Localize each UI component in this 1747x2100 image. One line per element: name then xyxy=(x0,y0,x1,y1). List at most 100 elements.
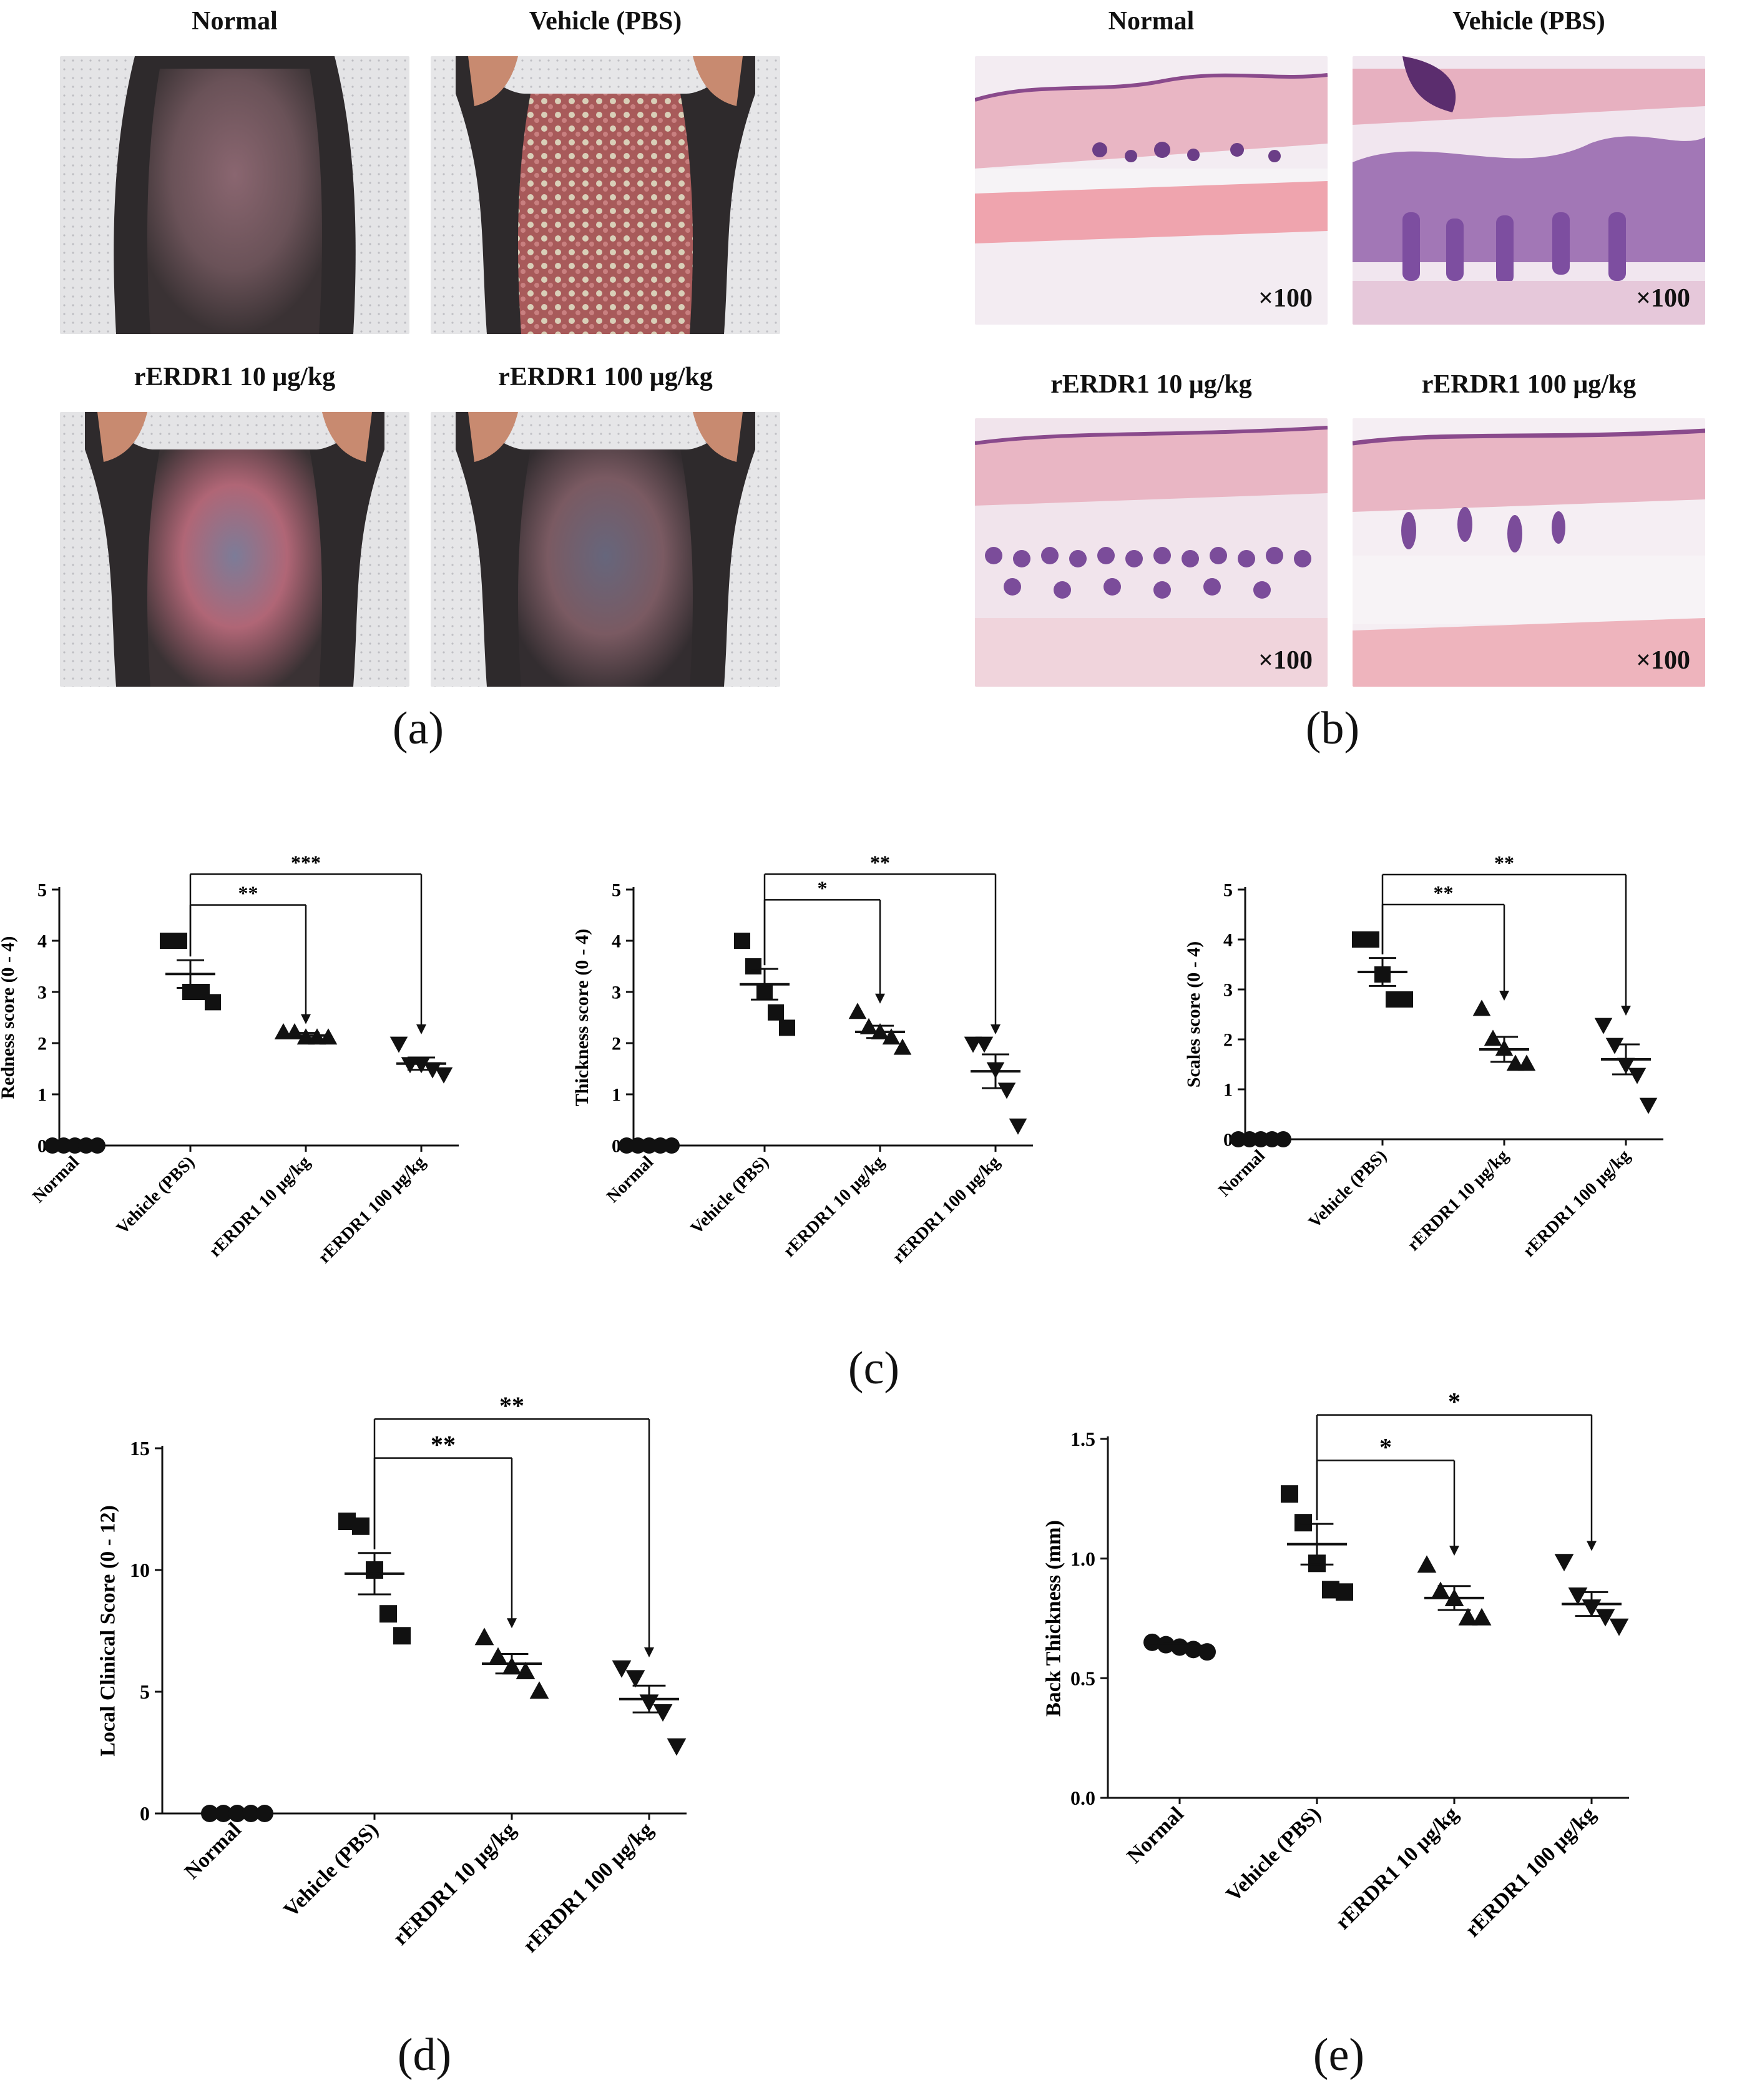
category-label: Normal xyxy=(1123,1802,1188,1868)
histo-title-vehicle: Vehicle (PBS) xyxy=(1452,7,1605,36)
data-point xyxy=(1472,999,1491,1016)
bracket-arrowhead xyxy=(1587,1541,1597,1551)
bracket-arrowhead xyxy=(301,1014,311,1024)
data-point xyxy=(352,1517,369,1535)
data-point xyxy=(882,1028,901,1045)
data-point xyxy=(1363,931,1379,948)
significance-label: ** xyxy=(238,882,258,905)
category-label: rERDR1 100 μg/kg xyxy=(1519,1146,1634,1261)
data-point xyxy=(1639,1097,1658,1114)
histo-title-normal: Normal xyxy=(1108,7,1195,36)
data-point xyxy=(779,1019,795,1036)
y-axis-label: Local Clinical Score (0 - 12) xyxy=(97,1505,120,1757)
magnification-label: ×100 xyxy=(1258,284,1313,313)
histo-title-10: rERDR1 10 μg/kg xyxy=(1050,370,1252,399)
data-point xyxy=(1594,1018,1613,1034)
mouse-photo-100 xyxy=(431,412,780,687)
y-tick-label: 0.0 xyxy=(1070,1787,1095,1809)
data-point xyxy=(1336,1583,1353,1601)
significance-label: * xyxy=(1448,1388,1461,1416)
category-label: rERDR1 100 μg/kg xyxy=(1461,1802,1600,1941)
category-label: Normal xyxy=(603,1152,657,1207)
data-point xyxy=(612,1660,632,1678)
category-label: Vehicle (PBS) xyxy=(687,1152,773,1238)
data-point xyxy=(625,1670,645,1688)
series-group xyxy=(734,933,795,1036)
y-axis-label: Thickness score (0 - 4) xyxy=(572,929,592,1106)
panel-letter-a: (a) xyxy=(392,703,444,754)
data-point xyxy=(1397,991,1413,1008)
data-point xyxy=(1198,1643,1216,1661)
data-point xyxy=(1431,1581,1451,1599)
data-point xyxy=(1294,1514,1312,1532)
data-point xyxy=(1009,1118,1027,1135)
panel-letter-b: (b) xyxy=(1305,703,1360,754)
data-point xyxy=(1517,1054,1536,1071)
data-point xyxy=(1281,1485,1298,1503)
data-point xyxy=(768,1004,784,1021)
y-tick-label: 0 xyxy=(37,1136,47,1157)
data-point xyxy=(389,1036,408,1053)
y-tick-label: 10 xyxy=(130,1559,150,1581)
magnification-label: ×100 xyxy=(1258,646,1313,675)
bracket-arrowhead xyxy=(991,1024,1001,1034)
chart-local-clinical: 0 5 10 15 Local Clinical Score (0 - 12) Norma… xyxy=(75,1391,774,1976)
data-point xyxy=(1609,1618,1629,1636)
category-label: Normal xyxy=(180,1818,246,1883)
y-tick-label: 4 xyxy=(1223,930,1233,951)
y-tick-label: 5 xyxy=(140,1680,150,1703)
panel-letter-e: (e) xyxy=(1313,2029,1365,2081)
panel-letter-c: (c) xyxy=(848,1343,900,1394)
y-tick-label: 5 xyxy=(612,880,621,901)
photo-title-vehicle: Vehicle (PBS) xyxy=(529,7,682,36)
bracket-arrowhead xyxy=(875,993,885,1004)
photo-title-10: rERDR1 10 μg/kg xyxy=(134,363,336,391)
bracket-arrowhead xyxy=(1499,991,1509,1001)
photo-title-100: rERDR1 100 μg/kg xyxy=(498,363,713,391)
data-point xyxy=(667,1738,687,1756)
y-axis-label: Redness score (0 - 4) xyxy=(0,936,18,1099)
data-point xyxy=(434,1067,453,1084)
y-tick-label: 1 xyxy=(612,1085,621,1106)
y-tick-label: 0.5 xyxy=(1070,1667,1095,1690)
significance-label: ** xyxy=(431,1431,456,1459)
category-label: Vehicle (PBS) xyxy=(1221,1802,1325,1906)
category-label: Vehicle (PBS) xyxy=(279,1818,383,1921)
data-point xyxy=(205,994,221,1011)
series-group xyxy=(338,1513,411,1645)
category-label: rERDR1 100 μg/kg xyxy=(519,1818,658,1957)
data-point xyxy=(964,1036,982,1053)
y-tick-label: 1.5 xyxy=(1070,1428,1095,1450)
category-label: Normal xyxy=(1215,1146,1269,1200)
y-tick-label: 0 xyxy=(612,1136,621,1157)
data-point xyxy=(1472,1607,1492,1626)
magnification-label: ×100 xyxy=(1636,284,1690,313)
data-point xyxy=(1595,1609,1615,1627)
series-group xyxy=(160,933,221,1011)
category-label: Vehicle (PBS) xyxy=(113,1152,198,1238)
data-point xyxy=(1458,1607,1478,1626)
significance-label: * xyxy=(1379,1433,1392,1461)
significance-label: ** xyxy=(499,1391,524,1420)
bracket-arrowhead xyxy=(1449,1546,1459,1556)
y-axis-label: Back Thickness (mm) xyxy=(1042,1520,1065,1717)
y-tick-label: 5 xyxy=(1223,880,1233,901)
y-tick-label: 1 xyxy=(1223,1080,1233,1101)
data-point xyxy=(734,933,750,949)
data-point xyxy=(997,1082,1016,1099)
y-tick-label: 5 xyxy=(37,880,47,901)
chart-redness: 0 1 2 3 4 5 Redness score (0 - 4) Normal Vehicle… xyxy=(0,799,549,1352)
significance-label: ** xyxy=(870,851,890,873)
series-group xyxy=(848,1003,912,1055)
y-tick-label: 3 xyxy=(612,983,621,1003)
y-tick-label: 3 xyxy=(1223,980,1233,1001)
y-tick-label: 2 xyxy=(612,1034,621,1054)
category-label: rERDR1 10 μg/kg xyxy=(205,1152,314,1261)
data-point xyxy=(1417,1555,1437,1573)
data-point xyxy=(745,958,761,974)
category-label: rERDR1 10 μg/kg xyxy=(1404,1146,1512,1255)
data-point xyxy=(1628,1067,1647,1084)
chart-back-thickness: 0.0 0.5 1.0 1.5 Back Thickness (mm) Normal Veh… xyxy=(999,1388,1698,1941)
y-tick-label: 1 xyxy=(37,1085,47,1106)
y-axis-label: Scales score (0 - 4) xyxy=(1183,941,1204,1087)
